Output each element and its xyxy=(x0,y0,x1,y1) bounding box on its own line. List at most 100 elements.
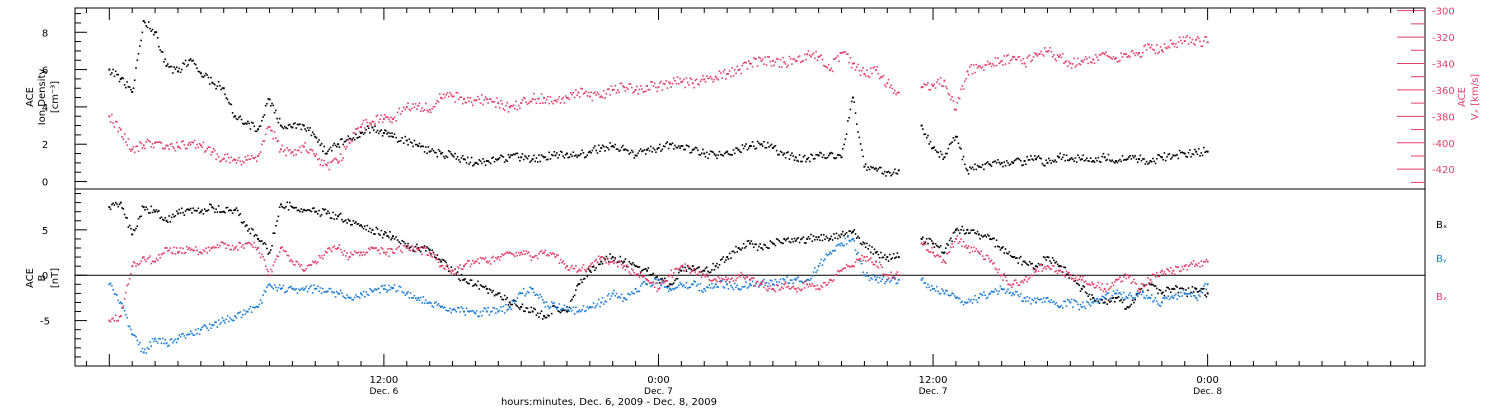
velocity-sample xyxy=(379,118,381,121)
bz-point xyxy=(188,247,191,249)
bx-sample xyxy=(355,221,357,223)
bx-point xyxy=(417,247,420,249)
by-sample xyxy=(951,292,953,294)
density-sample xyxy=(297,123,300,126)
bx-sample xyxy=(145,206,147,208)
density-point xyxy=(474,161,477,164)
bz-sample xyxy=(469,265,472,268)
bz-sample xyxy=(454,268,456,271)
by-sample xyxy=(1014,290,1017,293)
bz-sample xyxy=(135,265,137,267)
bx-sample xyxy=(656,276,659,278)
velocity-sample xyxy=(494,106,497,108)
by-sample xyxy=(441,305,444,308)
density-sample xyxy=(1049,159,1051,162)
density-sample xyxy=(1027,159,1030,161)
velocity-sample xyxy=(262,140,264,142)
density-sample xyxy=(716,157,718,160)
density-sample xyxy=(567,156,570,159)
bz-sample xyxy=(305,267,308,270)
bx-sample xyxy=(1053,259,1055,262)
velocity-sample xyxy=(370,123,372,126)
bx-sample xyxy=(643,268,646,271)
bz-sample xyxy=(149,255,151,257)
bz-sample xyxy=(802,282,805,284)
density-sample xyxy=(243,123,245,125)
bx-point xyxy=(703,269,706,272)
by-point xyxy=(360,292,363,295)
by-sample xyxy=(351,299,353,301)
by-sample xyxy=(454,309,456,312)
bz-sample xyxy=(488,260,491,263)
by-sample xyxy=(676,286,679,289)
bx-point xyxy=(932,242,935,245)
density-sample xyxy=(854,112,857,114)
velocity-point xyxy=(268,125,271,128)
bz-sample xyxy=(468,259,470,262)
bx-sample xyxy=(796,238,798,240)
bx-sample xyxy=(816,238,819,241)
by-sample xyxy=(324,291,327,293)
bx-sample xyxy=(111,203,113,206)
bz-sample xyxy=(639,272,642,275)
velocity-sample xyxy=(285,154,287,157)
bx-point xyxy=(668,283,671,286)
by-sample xyxy=(1068,300,1070,302)
bz-sample xyxy=(1134,282,1136,284)
velocity-sample xyxy=(1173,45,1176,48)
bz-point xyxy=(222,242,225,245)
density-sample xyxy=(412,145,414,148)
bx-sample xyxy=(1112,297,1115,299)
by-sample xyxy=(374,288,376,290)
density-sample xyxy=(244,122,247,124)
bz-sample xyxy=(981,255,984,257)
density-sample xyxy=(986,161,989,163)
density-point xyxy=(588,150,591,153)
bx-sample xyxy=(747,239,750,242)
velocity-point xyxy=(657,86,660,89)
bz-sample xyxy=(130,273,132,275)
velocity-sample xyxy=(380,114,383,117)
bx-sample xyxy=(121,207,123,209)
bz-sample xyxy=(126,284,128,287)
density-sample xyxy=(512,153,515,155)
bz-sample xyxy=(855,258,858,261)
bz-point xyxy=(943,260,946,263)
density-sample xyxy=(169,65,172,68)
density-sample xyxy=(206,74,209,76)
density-sample xyxy=(712,151,714,154)
bz-sample xyxy=(1131,280,1134,283)
by-point xyxy=(337,292,340,295)
by-sample xyxy=(1117,292,1120,295)
velocity-sample xyxy=(1066,65,1069,68)
density-sample xyxy=(271,102,273,105)
velocity-sample xyxy=(1180,39,1182,42)
bx-sample xyxy=(958,232,961,234)
bz-sample xyxy=(1176,266,1178,269)
by-sample xyxy=(219,323,221,325)
density-sample xyxy=(660,150,662,152)
velocity-sample xyxy=(859,74,862,77)
density-sample xyxy=(407,143,409,146)
bz-sample xyxy=(1130,282,1133,285)
velocity-sample xyxy=(436,99,439,102)
velocity-sample xyxy=(866,69,868,71)
bx-sample xyxy=(1011,255,1013,258)
density-sample xyxy=(447,149,450,152)
bz-sample xyxy=(179,247,182,249)
bx-sample xyxy=(922,236,924,239)
bx-sample xyxy=(418,249,421,252)
density-sample xyxy=(469,161,472,164)
by-sample xyxy=(491,310,493,313)
bx-sample xyxy=(484,285,487,288)
by-sample xyxy=(500,306,502,308)
bx-sample xyxy=(329,217,332,219)
bx-sample xyxy=(675,277,678,280)
bx-sample xyxy=(707,270,709,273)
density-sample xyxy=(930,147,933,150)
by-sample xyxy=(1147,297,1149,299)
by-sample xyxy=(1148,296,1150,299)
bz-sample xyxy=(1200,260,1203,262)
density-sample xyxy=(281,126,284,128)
